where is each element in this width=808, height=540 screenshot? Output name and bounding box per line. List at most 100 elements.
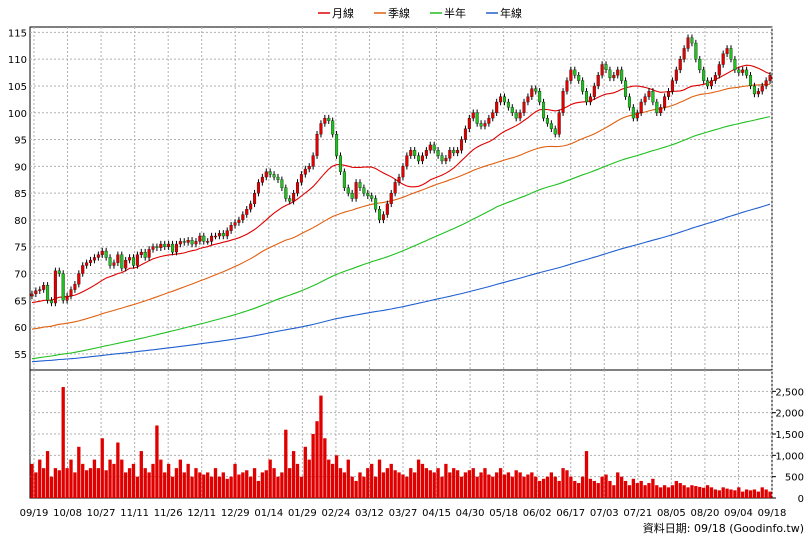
candle-body — [128, 257, 132, 261]
date-tick-label: 01/29 — [288, 508, 317, 519]
ma-line-2 — [31, 83, 771, 330]
volume-bar — [34, 472, 38, 498]
volume-tick-label: 1,500 — [775, 430, 804, 441]
volume-bar — [241, 472, 245, 498]
candle — [460, 136, 464, 154]
candle-body — [499, 96, 503, 103]
candle-body — [506, 101, 510, 108]
candle — [499, 93, 503, 106]
volume-bar — [600, 476, 604, 498]
candle-body — [405, 155, 409, 167]
price-tick-label: 80 — [14, 216, 27, 227]
candle — [256, 179, 260, 197]
candle-body — [393, 182, 397, 194]
candle — [288, 195, 292, 205]
candle — [53, 267, 57, 307]
candle-body — [186, 240, 190, 243]
candle-body — [510, 107, 514, 113]
candle — [350, 189, 354, 202]
candle-body — [502, 96, 507, 103]
candle-body — [417, 155, 421, 162]
volume-bar — [209, 476, 214, 498]
candle — [592, 82, 596, 100]
date-tick-label: 01/14 — [254, 508, 283, 519]
candle-body — [686, 37, 690, 49]
candle — [549, 120, 553, 133]
volume-bar — [49, 476, 54, 498]
candle — [573, 66, 577, 79]
candle — [612, 72, 616, 82]
volume-bar — [459, 476, 464, 498]
candle-body — [374, 198, 378, 210]
volume-bar — [143, 468, 147, 498]
volume-bar — [288, 468, 292, 498]
candle-body — [241, 214, 245, 221]
volume-bar — [401, 474, 405, 498]
date-tick-label: 11/26 — [154, 508, 183, 519]
candle — [92, 254, 96, 264]
candle — [542, 98, 546, 122]
volume-bar — [276, 476, 280, 498]
volume-bar — [272, 468, 276, 498]
candle-body — [666, 91, 671, 97]
candle — [338, 152, 342, 175]
candle — [522, 98, 526, 116]
volume-bar — [748, 490, 753, 498]
price-tick-label: 90 — [14, 162, 27, 173]
volume-bar — [639, 480, 643, 498]
volume-bar — [323, 438, 327, 498]
candle — [545, 114, 549, 127]
candle — [760, 82, 764, 95]
candle — [643, 93, 647, 106]
candle-body — [768, 75, 772, 81]
candle — [452, 147, 456, 157]
candle — [198, 232, 202, 245]
candle-body — [495, 101, 499, 113]
candle — [561, 88, 565, 116]
candle — [495, 98, 499, 116]
candle — [706, 77, 710, 90]
volume-bar — [206, 472, 210, 498]
candle-body — [491, 112, 495, 119]
volume-bar — [280, 472, 284, 498]
candle-body — [256, 182, 260, 194]
candle — [698, 55, 702, 74]
candle — [745, 66, 749, 79]
volume-bar — [202, 474, 206, 498]
candle-body — [311, 155, 315, 167]
candle-body — [124, 259, 128, 269]
candle — [65, 292, 69, 304]
candle — [182, 238, 186, 246]
candle — [245, 206, 249, 218]
candle-body — [331, 120, 335, 135]
candle-body — [253, 192, 257, 205]
volume-bar — [397, 472, 401, 498]
candle — [483, 120, 487, 130]
candle-body — [514, 112, 518, 119]
volume-tick-label: 2,000 — [775, 409, 804, 420]
candle-body — [596, 75, 600, 87]
volume-bar — [487, 474, 491, 498]
candle — [315, 130, 319, 159]
date-tick-label: 06/02 — [523, 508, 552, 519]
candle-body — [592, 85, 596, 97]
candle-body — [167, 243, 171, 247]
candle — [733, 55, 737, 74]
volume-bar — [120, 459, 124, 498]
candle-body — [69, 289, 73, 297]
candle-body — [397, 176, 401, 183]
candle-body — [647, 91, 651, 97]
candle-body — [717, 64, 721, 76]
candle — [553, 125, 557, 138]
volume-bar — [299, 476, 304, 498]
volume-bar — [541, 478, 546, 498]
date-tick-label: 08/05 — [657, 508, 686, 519]
volume-tick-label: 500 — [785, 473, 804, 484]
candle-body — [663, 96, 667, 108]
volume-bar — [635, 483, 639, 498]
candle — [354, 179, 358, 202]
candle — [323, 114, 327, 127]
candle — [366, 189, 370, 200]
volume-bar — [42, 468, 46, 498]
chart-legend: 月線 季線 半年 年線 — [318, 6, 522, 20]
